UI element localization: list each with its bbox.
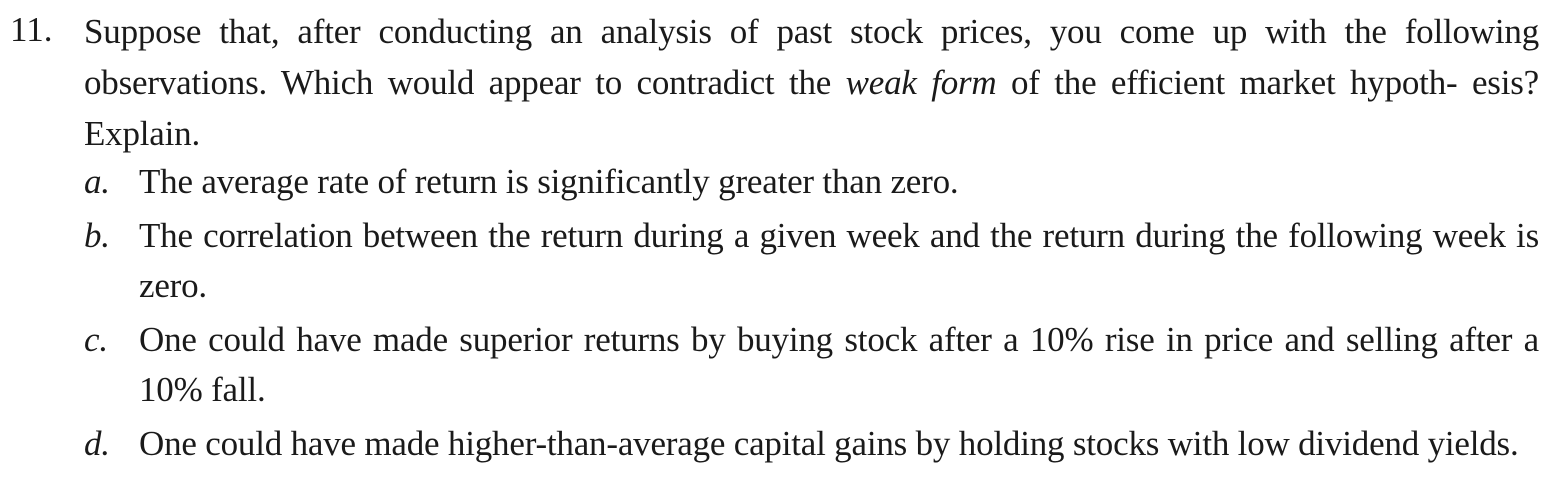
option-c: c. One could have made superior returns … bbox=[84, 315, 1539, 415]
option-b-letter: b. bbox=[84, 216, 110, 255]
option-b-text: The correlation between the return durin… bbox=[139, 216, 1539, 305]
stem-emphasis: weak form bbox=[845, 63, 997, 102]
option-c-text: One could have made superior returns by … bbox=[139, 320, 1539, 409]
option-a-letter: a. bbox=[84, 162, 110, 201]
option-b: b. The correlation between the return du… bbox=[84, 211, 1539, 311]
option-d-letter: d. bbox=[84, 424, 110, 463]
stem-text-end: of the efficient market hypoth- esis? Ex… bbox=[84, 63, 1539, 153]
stem-text-start: Suppose that, after conducting an analys… bbox=[84, 12, 1539, 102]
option-a: a. The average rate of return is signifi… bbox=[84, 157, 1539, 207]
question-number: 11. bbox=[10, 10, 53, 49]
answer-options: a. The average rate of return is signifi… bbox=[84, 157, 1539, 473]
option-d-text: One could have made higher-than-average … bbox=[139, 424, 1519, 463]
option-d: d. One could have made higher-than-avera… bbox=[84, 419, 1539, 469]
option-a-text: The average rate of return is significan… bbox=[139, 162, 959, 201]
option-c-letter: c. bbox=[84, 320, 108, 359]
question-stem: Suppose that, after conducting an analys… bbox=[84, 6, 1539, 159]
